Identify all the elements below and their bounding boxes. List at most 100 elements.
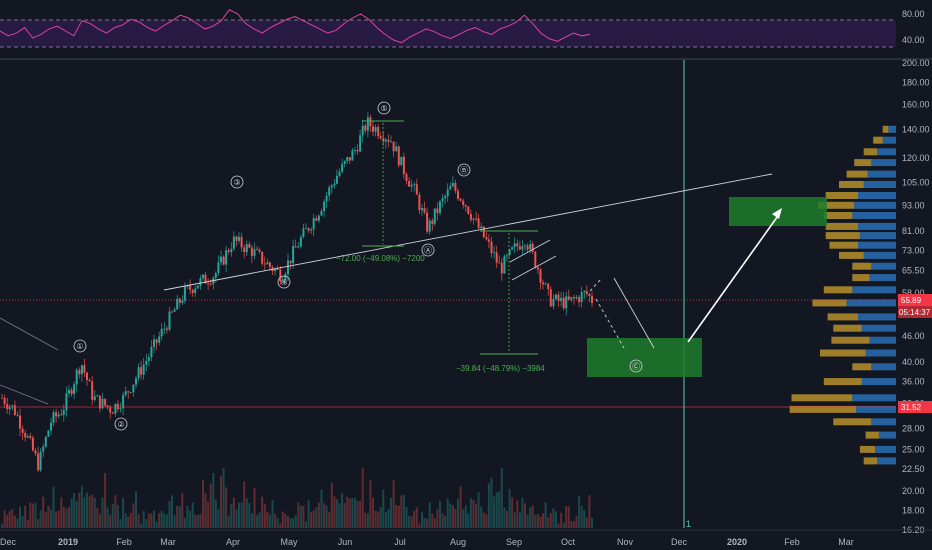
volume-bar [55, 511, 58, 528]
candle-body [163, 328, 166, 330]
candle-body [73, 384, 76, 394]
candle-body [263, 263, 266, 265]
candle-body [410, 184, 413, 187]
volume-bar [542, 513, 544, 528]
candle-body [384, 139, 387, 142]
svg-text:②: ② [117, 420, 124, 429]
volume-bar [186, 505, 189, 528]
volume-bar [111, 503, 114, 528]
profile-bar-down [865, 431, 879, 439]
profile-bar-down [825, 222, 858, 230]
candle-body [444, 196, 447, 199]
candle-body [529, 243, 532, 250]
measure-2-label: −39.84 (−48.79%) −3984 [456, 364, 545, 373]
candle-body [387, 139, 390, 142]
candle-body [147, 357, 150, 361]
volume-bar [477, 492, 480, 528]
volume-bar [487, 483, 490, 528]
candle-body [513, 243, 516, 248]
candle-body [93, 396, 96, 400]
volume-bar [536, 514, 539, 528]
volume-bar [333, 496, 336, 528]
volume-bar [379, 507, 382, 528]
candle-body [8, 406, 11, 410]
volume-bar [1, 523, 3, 528]
volume-bar [50, 509, 52, 528]
price-tick: 65.50 [902, 265, 925, 275]
vertical-marker-label: 1 [686, 519, 691, 529]
rsi-panel[interactable]: 80.00 40.00 [0, 9, 925, 48]
candle-body [248, 244, 251, 248]
volume-bar [116, 505, 119, 528]
volume-bar [11, 509, 14, 528]
volume-bar [299, 505, 302, 528]
candle-body [57, 414, 60, 417]
price-panel[interactable]: 1 −72.00 (−49.08%) −7200 −39.84 (−48.79%… [0, 58, 932, 535]
profile-bar-down [854, 159, 872, 167]
price-tick: 40.00 [902, 357, 925, 367]
candle-body [266, 262, 269, 265]
candle-body [109, 407, 112, 413]
time-axis[interactable]: Dec 2019 Feb Mar Apr May Jun Jul Aug Sep Oct Nov Dec… [0, 537, 854, 547]
volume-bar [158, 513, 161, 528]
candle-body [183, 286, 186, 301]
volume-bar [585, 517, 588, 528]
volume-bar [199, 513, 202, 528]
volume-bar [341, 493, 344, 528]
volume-bar [145, 519, 148, 528]
volume-bar [129, 513, 132, 528]
candle-body [400, 156, 403, 166]
volume-bar [348, 498, 351, 528]
candle-body [562, 297, 565, 309]
candle-body [359, 135, 362, 152]
price-tick: 105.00 [902, 178, 930, 188]
measure-1-label: −72.00 (−49.08%) −7200 [336, 254, 425, 263]
volume-bar [150, 513, 153, 528]
profile-bar-down [831, 336, 870, 344]
candle-body [524, 245, 526, 247]
volume-bar [98, 514, 101, 528]
volume-bar [552, 508, 555, 528]
candle-body [158, 336, 161, 343]
time-tick: Oct [561, 537, 576, 547]
volume-bar [8, 511, 11, 528]
volume-bar [91, 494, 94, 528]
candle-body [289, 260, 292, 264]
volume-bar [70, 498, 73, 528]
profile-bar-up [852, 286, 896, 294]
candle-body [68, 389, 70, 394]
price-tick: 140.00 [902, 124, 930, 134]
volume-bar [88, 496, 91, 528]
trendline-early-1 [0, 317, 59, 351]
price-tick: 58.00 [902, 288, 925, 298]
candle-body [124, 391, 127, 395]
profile-bar-down [852, 262, 872, 270]
volume-bar [196, 514, 199, 528]
profile-bar-down [852, 274, 870, 282]
profile-bar-up [858, 192, 896, 199]
candle-body [320, 211, 323, 216]
candle-body [500, 263, 503, 274]
candle-body [392, 141, 395, 152]
candle-body [426, 212, 429, 232]
candle-body [346, 157, 349, 162]
candle-body [575, 297, 578, 299]
volume-bar [467, 513, 470, 528]
profile-bar-up [878, 431, 896, 439]
volume-bar [217, 509, 220, 528]
volume-bar [52, 486, 55, 528]
profile-bar-up [863, 181, 896, 188]
volume-bar [402, 495, 405, 528]
candle-body [315, 218, 318, 221]
candle-body [62, 410, 65, 415]
volume-bar [80, 485, 83, 528]
volume-bar [462, 508, 465, 528]
candle-body [418, 194, 421, 211]
price-tick: 28.00 [902, 423, 925, 433]
candle-body [135, 378, 137, 385]
candle-body [325, 195, 328, 202]
profile-bar-down [846, 170, 868, 178]
candle-body [44, 436, 47, 447]
volume-bar [227, 516, 230, 528]
